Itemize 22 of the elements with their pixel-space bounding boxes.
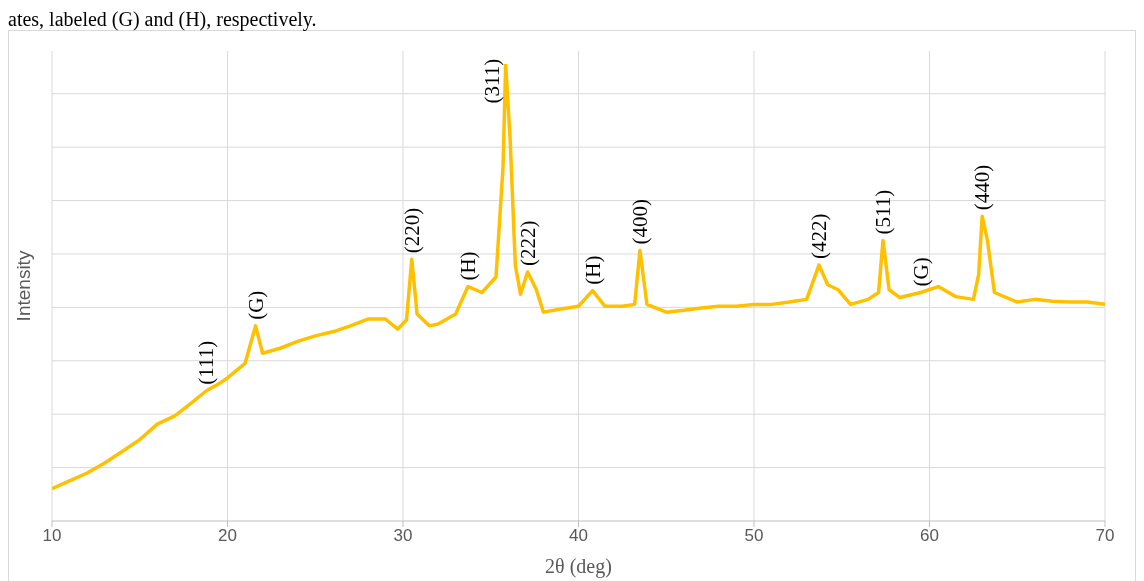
- annotation: (511): [870, 189, 895, 235]
- annotation: (311): [479, 58, 504, 104]
- annotation: (111): [194, 340, 219, 385]
- annotation: (400): [627, 198, 652, 245]
- annotation: (H): [455, 251, 480, 281]
- x-tick-label: 60: [920, 526, 939, 546]
- x-tick-label: 10: [42, 526, 62, 546]
- annotation: (422): [806, 213, 831, 260]
- x-tick-label: 40: [569, 526, 588, 546]
- annotation: (G): [243, 290, 268, 320]
- x-tick-label: 70: [1095, 526, 1115, 546]
- x-tick-label: 30: [393, 526, 413, 546]
- annotation: (220): [399, 207, 424, 254]
- annotation: (440): [970, 164, 995, 211]
- x-tick-label: 20: [218, 526, 237, 546]
- x-axis-title: 2θ (deg): [545, 555, 612, 578]
- annotation: (G): [908, 257, 933, 287]
- x-tick-label: 50: [744, 526, 764, 546]
- annotation: (H): [580, 255, 605, 285]
- y-axis-title: Intensity: [12, 250, 34, 322]
- text: ates, labeled (G) and (H), respectively.: [8, 8, 318, 30]
- annotation: (222): [515, 220, 540, 266]
